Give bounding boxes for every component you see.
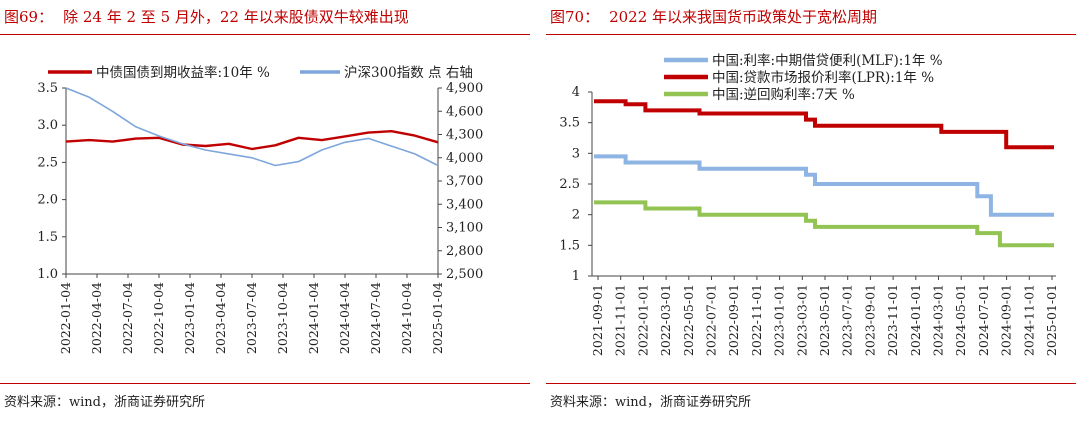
series-line-csi300 (65, 87, 439, 167)
chart-panel-bond-vs-index: 图69：除 24 年 2 至 5 月外，22 年以来股债双牛较难出现 1.0 1.… (0, 0, 530, 424)
source-note: 资料来源：wind，浙商证券研究所 (4, 395, 205, 410)
x-tick-label: 2022-01-04 (58, 282, 73, 354)
x-tick-label: 2023-10-04 (275, 282, 290, 354)
legend-label-bond-yield: 中债国债到期收益率:10年 % (96, 64, 270, 81)
y-tick-label-right: 3,100 (446, 221, 483, 236)
y-tick-label-left: 2.0 (37, 193, 58, 208)
legend-label-reverse-repo: 中国:逆回购利率:7天 % (712, 86, 855, 103)
y-tick-label: 3 (572, 146, 580, 161)
x-tick-label: 2022-04-04 (89, 282, 104, 354)
series-line-lpr (594, 99, 1054, 150)
title-text: 除 24 年 2 至 5 月外，22 年以来股债双牛较难出现 (63, 8, 409, 26)
chart-canvas: 1.0 1.5 2.0 2.5 3.0 3.5 2,500 2,800 3,100 3,400 3,… (37, 64, 483, 354)
x-tick-label: 2023-09-01 (862, 284, 877, 356)
series-line-bond-yield (65, 129, 439, 151)
legend-label-mlf: 中国:利率:中期借贷便利(MLF):1年 % (712, 52, 943, 69)
x-tick-label: 2022-05-01 (681, 284, 696, 356)
x-tick-label: 2021-09-01 (590, 284, 605, 356)
y-tick-label-left: 1.0 (37, 267, 58, 282)
series-line-reverse-repo (594, 200, 1054, 248)
y-tick-label-left: 3.0 (37, 118, 58, 133)
y-tick-label: 1 (572, 269, 580, 284)
figure-label: 图70： (550, 8, 600, 26)
y-tick-label-right: 2,500 (446, 267, 483, 282)
title-text: 2022 年以来我国货币政策处于宽松周期 (609, 8, 878, 26)
x-tick-label: 2024-04-04 (337, 282, 352, 354)
x-tick-label: 2023-07-01 (840, 284, 855, 356)
x-tick-label: 2024-03-01 (931, 284, 946, 356)
y-tick-label-left: 1.5 (37, 230, 58, 245)
y-tick-label-right: 4,000 (446, 151, 483, 166)
figure-label: 图69： (4, 8, 54, 26)
x-tick-label: 2022-01-01 (635, 284, 650, 356)
x-tick-label: 2024-10-04 (399, 282, 414, 354)
source-rule (0, 383, 530, 384)
y-tick-label-right: 4,600 (446, 104, 483, 119)
y-tick-label: 1.5 (559, 238, 580, 253)
chart-title: 图70： 2022 年以来我国货币政策处于宽松周期 (550, 6, 877, 27)
source-rule (546, 383, 1076, 384)
x-tick-label: 2023-07-04 (244, 282, 259, 354)
y-tick-label-left: 3.5 (37, 81, 58, 96)
x-tick-label: 2022-10-04 (151, 282, 166, 354)
y-tick-label: 3.5 (559, 116, 580, 131)
y-tick-label-left: 2.5 (37, 155, 58, 170)
x-tick-label: 2025-01-01 (1044, 284, 1059, 356)
x-tick-label: 2024-11-01 (1021, 284, 1036, 356)
x-tick-label: 2023-11-01 (885, 284, 900, 356)
title-rule (546, 34, 1076, 35)
legend-label-lpr: 中国:贷款市场报价利率(LPR):1年 % (712, 69, 934, 86)
x-tick-label: 2022-03-01 (658, 284, 673, 356)
x-tick-label: 2023-01-01 (772, 284, 787, 356)
x-tick-label: 2023-04-04 (213, 282, 228, 354)
x-tick-label: 2023-01-04 (182, 282, 197, 354)
x-tick-label: 2024-09-01 (999, 284, 1014, 356)
title-rule (0, 34, 530, 35)
y-tick-label-right: 2,800 (446, 244, 483, 259)
chart-title: 图69： 除 24 年 2 至 5 月外，22 年以来股债双牛较难出现 (4, 6, 409, 27)
y-tick-label: 2 (572, 208, 580, 223)
y-tick-label-right: 4,900 (446, 81, 483, 96)
y-tick-label: 2.5 (559, 177, 580, 192)
series-line-mlf (594, 154, 1054, 217)
x-tick-label: 2024-01-01 (908, 284, 923, 356)
y-tick-label-right: 3,700 (446, 174, 483, 189)
x-tick-label: 2025-01-04 (430, 282, 445, 354)
x-tick-label: 2022-11-01 (749, 284, 764, 356)
x-tick-label: 2021-11-01 (613, 284, 628, 356)
x-tick-label: 2023-03-01 (794, 284, 809, 356)
chart-panel-policy-rates: 图70： 2022 年以来我国货币政策处于宽松周期 1 1.5 2 2.5 3 3.5 4 20… (546, 0, 1076, 424)
y-tick-label: 4 (572, 85, 580, 100)
legend-label-csi300: 沪深300指数 点 右轴 (344, 65, 473, 81)
x-tick-label: 2024-07-04 (368, 282, 383, 354)
x-tick-label: 2024-05-01 (953, 284, 968, 356)
x-tick-label: 2022-07-01 (704, 284, 719, 356)
y-tick-label-right: 3,400 (446, 197, 483, 212)
x-tick-label: 2022-09-01 (726, 284, 741, 356)
y-tick-label-right: 4,300 (446, 128, 483, 143)
x-tick-label: 2024-01-04 (306, 282, 321, 354)
source-note: 资料来源：wind，浙商证券研究所 (550, 395, 751, 410)
x-tick-label: 2022-07-04 (120, 282, 135, 354)
chart-canvas: 1 1.5 2 2.5 3 3.5 4 2021-09-01 2021-11-01 2022-01… (559, 52, 1059, 356)
x-tick-label: 2024-07-01 (976, 284, 991, 356)
x-tick-label: 2023-05-01 (817, 284, 832, 356)
